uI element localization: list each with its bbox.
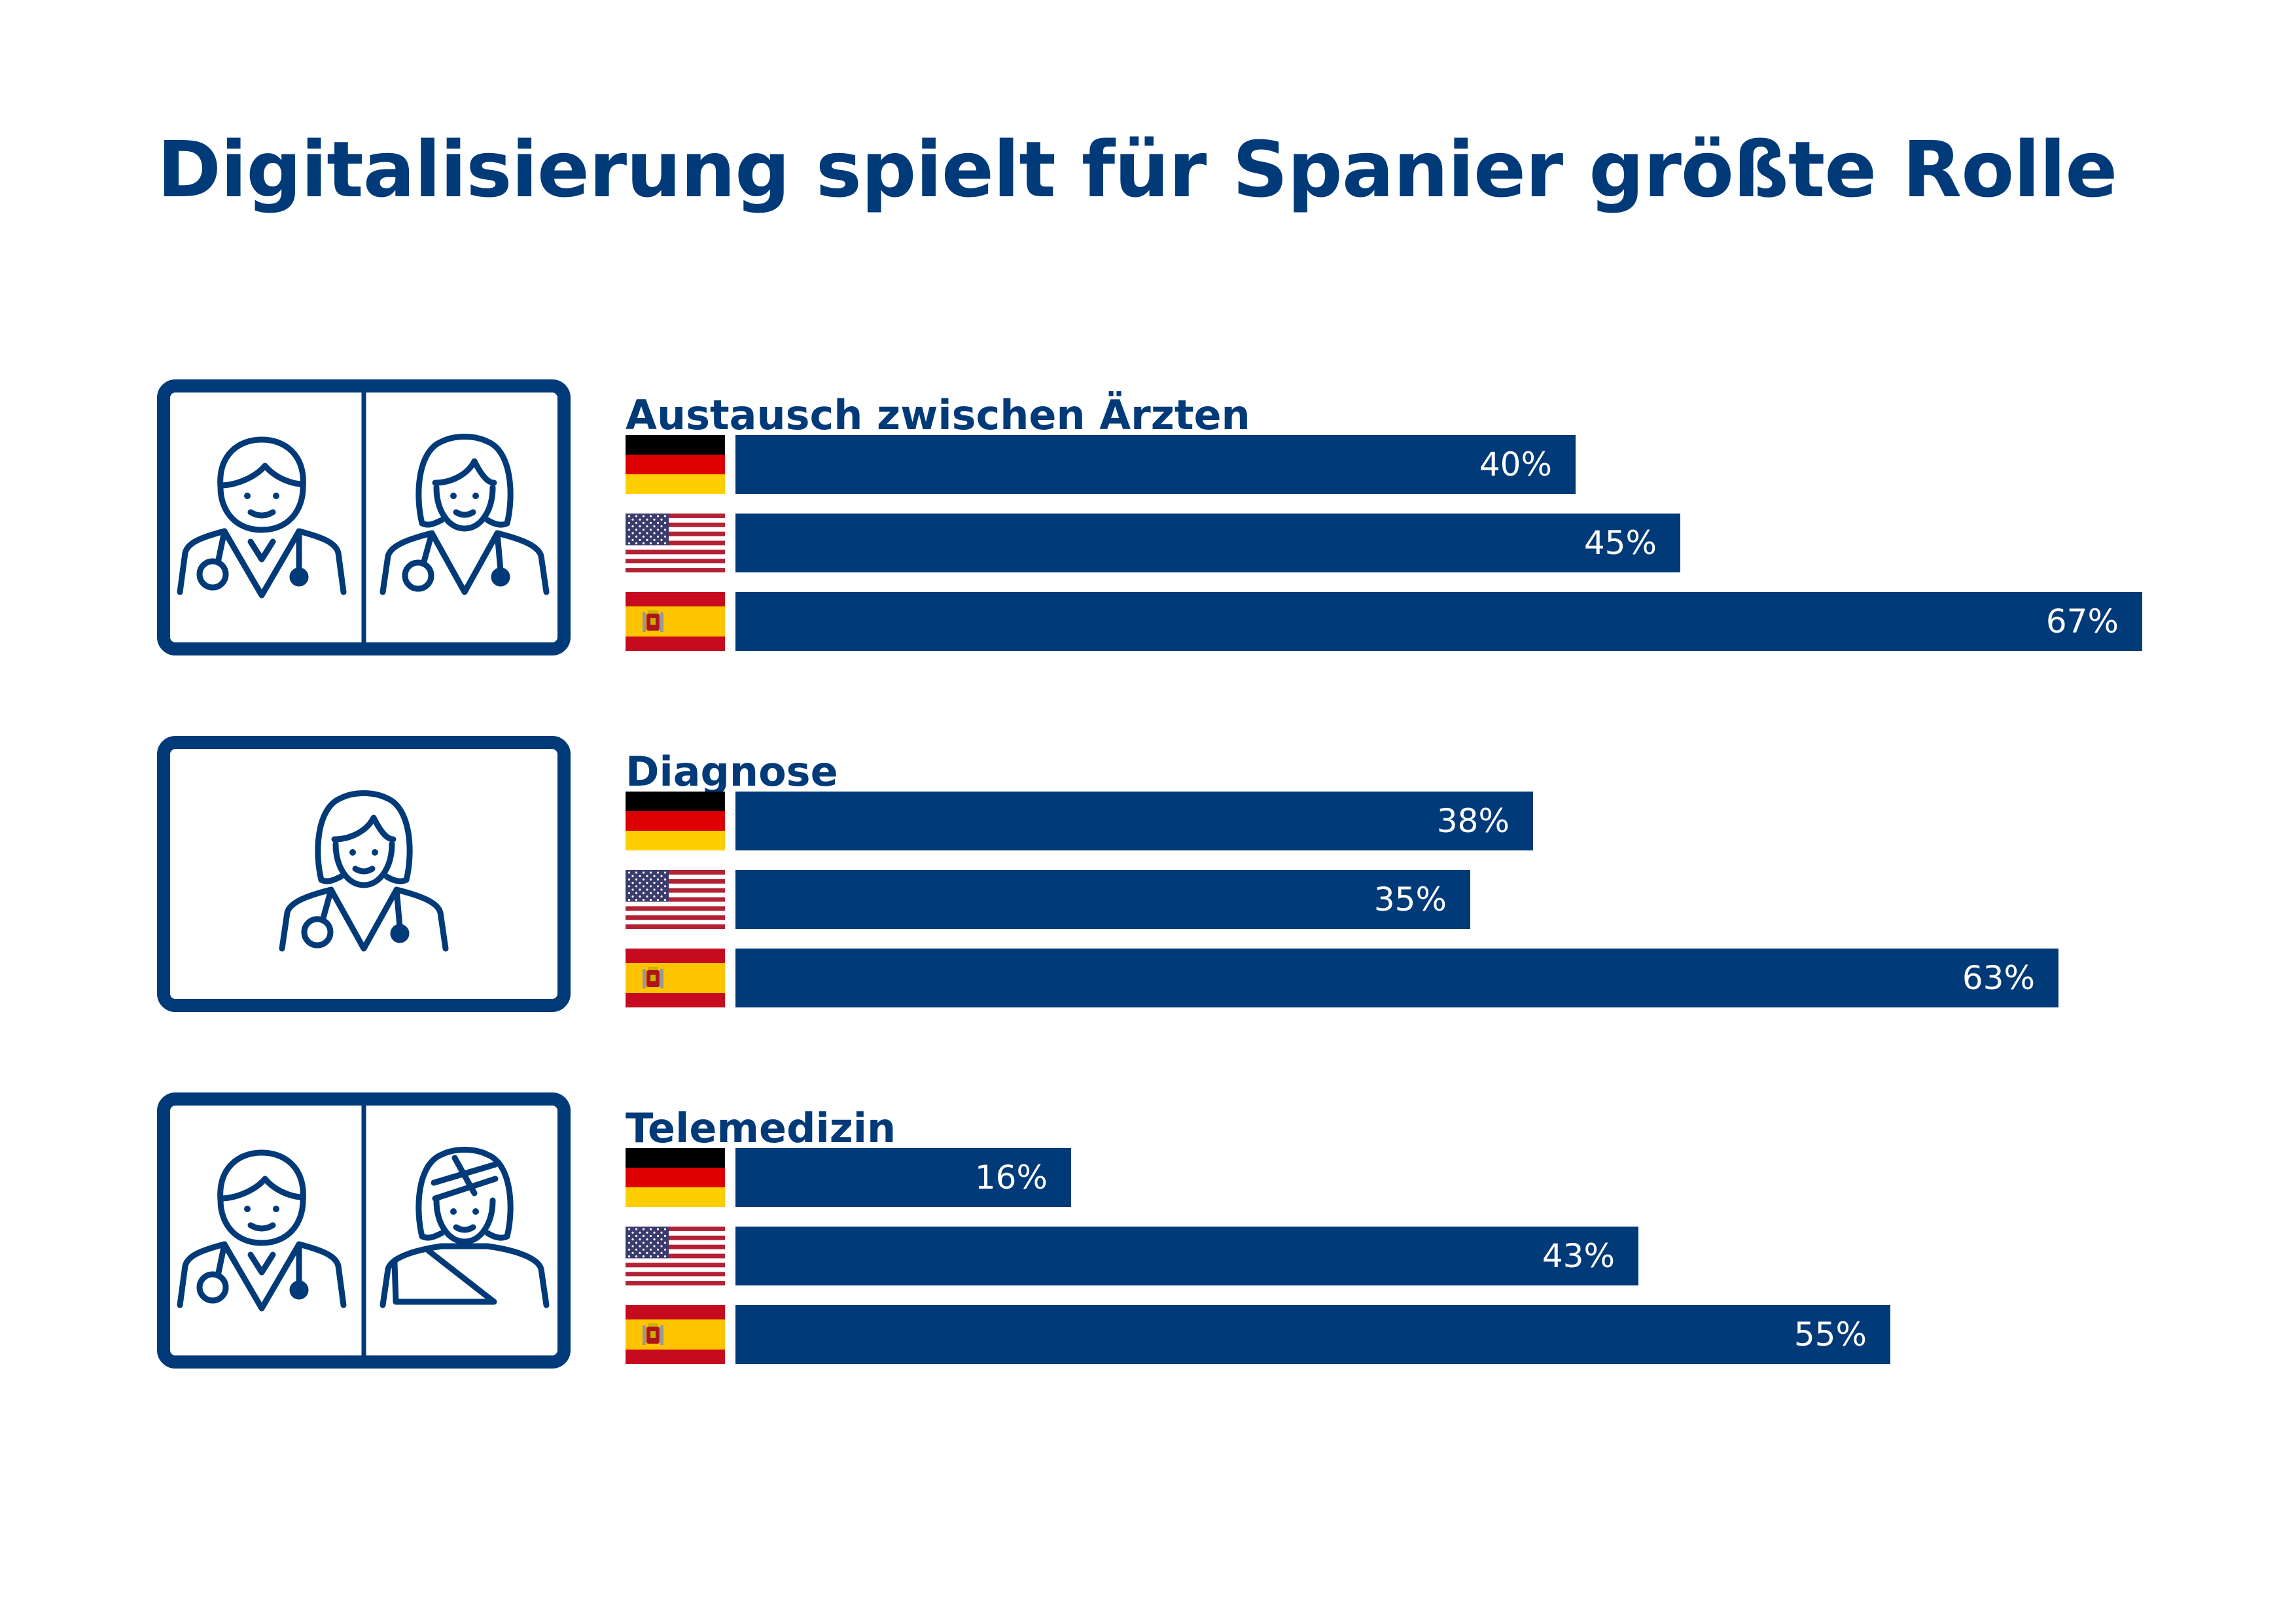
category-group: Austausch zwischen Ärzten 40% 45% 67% <box>157 378 2185 661</box>
bar-value-label: 16% <box>974 1159 1048 1196</box>
bar-value-label: 67% <box>2045 602 2119 640</box>
doctors-exchange-icon <box>157 378 571 655</box>
bar-value-label: 43% <box>1542 1237 1615 1275</box>
category-group: Diagnose 38% 35% 63% <box>157 735 2185 1017</box>
germany-flag-icon <box>626 435 725 494</box>
doctor-diagnosis-icon <box>157 735 571 1012</box>
bar-value-label: 38% <box>1436 802 1510 840</box>
bar-germany: 16% <box>735 1148 1071 1207</box>
category-label: Austausch zwischen Ärzten <box>626 391 1250 439</box>
spain-flag-icon <box>626 949 725 1007</box>
germany-flag-icon <box>626 1148 725 1207</box>
usa-flag-icon <box>626 514 725 573</box>
bar-germany: 40% <box>735 435 1576 494</box>
usa-flag-icon <box>626 1227 725 1286</box>
bar-value-label: 35% <box>1373 881 1447 918</box>
doctor-patient-telemedicine-icon <box>157 1091 571 1369</box>
category-group: Telemedizin 16% 43% 55% <box>157 1091 2185 1374</box>
category-label: Telemedizin <box>626 1104 896 1152</box>
bar-spain: 55% <box>735 1305 1890 1364</box>
bar-value-label: 45% <box>1583 524 1657 562</box>
bar-spain: 67% <box>735 592 2142 651</box>
bar-value-label: 40% <box>1479 445 1552 483</box>
bar-germany: 38% <box>735 792 1533 850</box>
germany-flag-icon <box>626 792 725 850</box>
bar-usa: 43% <box>735 1227 1638 1285</box>
page-title: Digitalisierung spielt für Spanier größt… <box>157 124 2117 215</box>
bar-usa: 45% <box>735 514 1680 572</box>
bar-spain: 63% <box>735 949 2058 1007</box>
usa-flag-icon <box>626 870 725 930</box>
bar-value-label: 63% <box>1962 959 2035 997</box>
category-label: Diagnose <box>626 748 838 795</box>
bar-usa: 35% <box>735 870 1470 929</box>
bar-value-label: 55% <box>1793 1316 1867 1353</box>
spain-flag-icon <box>626 592 725 651</box>
spain-flag-icon <box>626 1305 725 1364</box>
